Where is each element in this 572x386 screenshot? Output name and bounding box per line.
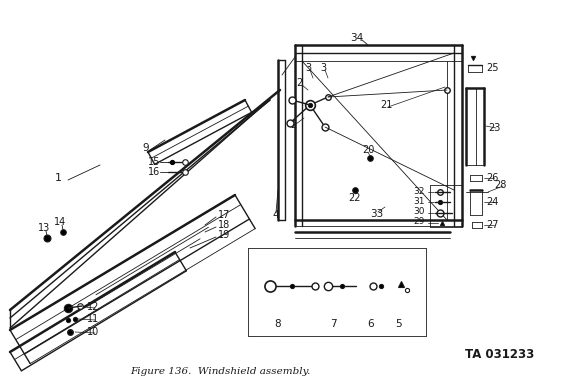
Text: 33: 33 (370, 209, 383, 219)
Text: 31: 31 (414, 196, 425, 205)
Text: 21: 21 (380, 100, 392, 110)
Text: 9: 9 (142, 143, 149, 153)
Text: 17: 17 (218, 210, 231, 220)
Text: 14: 14 (54, 217, 66, 227)
Text: 26: 26 (486, 173, 498, 183)
Text: 20: 20 (362, 145, 375, 155)
Text: 28: 28 (494, 180, 506, 190)
Text: 1: 1 (55, 173, 62, 183)
Text: 34: 34 (350, 33, 363, 43)
Text: 23: 23 (488, 123, 500, 133)
Text: 2: 2 (290, 120, 296, 130)
Text: 30: 30 (414, 208, 425, 217)
Text: 6: 6 (368, 319, 374, 329)
Text: Figure 136.  Windshield assembly.: Figure 136. Windshield assembly. (130, 367, 310, 376)
Text: 22: 22 (348, 193, 360, 203)
Text: 15: 15 (148, 157, 160, 167)
Text: 3: 3 (305, 63, 311, 73)
Text: 24: 24 (486, 197, 498, 207)
Text: 32: 32 (414, 186, 425, 195)
Text: 18: 18 (218, 220, 231, 230)
Text: 12: 12 (87, 302, 100, 312)
Text: 4: 4 (272, 210, 279, 220)
Text: TA 031233: TA 031233 (466, 349, 535, 362)
Text: 10: 10 (87, 327, 100, 337)
Text: 19: 19 (218, 230, 231, 240)
Text: 8: 8 (275, 319, 281, 329)
Text: 7: 7 (329, 319, 336, 329)
Text: 16: 16 (148, 167, 160, 177)
Text: 27: 27 (486, 220, 499, 230)
Text: 29: 29 (414, 217, 425, 227)
Text: 11: 11 (87, 314, 100, 324)
Text: 13: 13 (38, 223, 50, 233)
Text: 25: 25 (486, 63, 499, 73)
Text: 2: 2 (296, 78, 302, 88)
Text: 3: 3 (320, 63, 326, 73)
Text: 5: 5 (396, 319, 402, 329)
